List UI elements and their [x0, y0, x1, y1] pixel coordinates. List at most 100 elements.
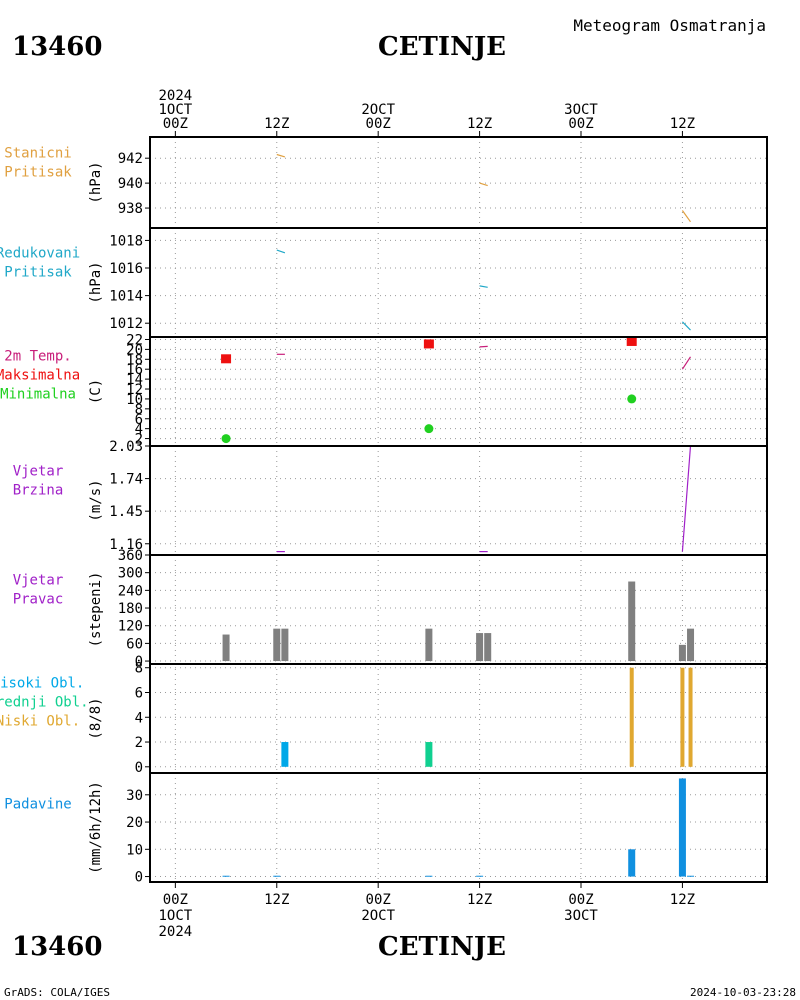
time-label-top: 3OCT — [564, 102, 598, 118]
time-label-bottom: 2024 — [158, 924, 192, 940]
data-bar — [222, 875, 230, 877]
series-line — [681, 445, 692, 552]
time-label-top: 00Z — [163, 116, 188, 132]
y-tick-label: 8 — [135, 661, 143, 677]
panel-frame — [149, 445, 768, 556]
y-tick-label: 18 — [126, 352, 143, 368]
y-tick-label: 180 — [118, 601, 143, 617]
time-label-top: 2024 — [158, 88, 192, 104]
data-bar — [281, 628, 289, 662]
y-tick-label: 60 — [126, 636, 143, 652]
y-tick-label: 20 — [126, 342, 143, 358]
panel-0: 938 940 942 Stanicni Pritisak (hPa) — [4, 136, 768, 229]
time-label-top: 1OCT — [158, 102, 192, 118]
series-line — [479, 345, 488, 348]
y-tick-label: 1018 — [109, 233, 143, 249]
time-label-bottom: 00Z — [366, 892, 391, 908]
max-temp-point — [626, 336, 637, 346]
y-tick-label: 6 — [135, 685, 143, 701]
panel-frame — [149, 136, 768, 229]
y-tick-label: 4 — [135, 710, 143, 726]
y-tick-label: 1012 — [109, 316, 143, 332]
station-id-top: 13460 — [12, 32, 102, 62]
y-tick-label: 22 — [126, 332, 143, 348]
y-tick-label: 4 — [135, 422, 143, 438]
y-tick-label: 360 — [118, 548, 143, 564]
series-line — [276, 153, 286, 158]
data-bar — [273, 875, 281, 877]
time-label-bottom: 2OCT — [361, 908, 395, 924]
y-axis-label: (hPa) — [88, 261, 104, 303]
time-label-bottom: 12Z — [670, 892, 695, 908]
panel-6: 0 10 20 30 Padavine (mm/6h/12h) — [4, 772, 768, 886]
panel-5: 0 2 4 6 8 Visoki Obl. Srednji Obl. Niski Obl. (8… — [0, 661, 768, 776]
series-line — [681, 321, 691, 331]
panel-title-line: Padavine — [4, 797, 71, 813]
series-line — [479, 182, 488, 187]
y-tick-label: 938 — [118, 201, 143, 217]
y-tick-label: 240 — [118, 583, 143, 599]
station-name-top: CETINJE — [378, 32, 506, 62]
y-tick-label: 10 — [126, 842, 143, 858]
y-tick-label: 12 — [126, 382, 143, 398]
max-temp-point — [423, 339, 434, 349]
data-bar — [687, 628, 695, 662]
y-axis-label: (stepeni) — [88, 572, 104, 648]
series-line — [681, 356, 692, 370]
series-line — [681, 210, 691, 223]
panel-3: 1.16 1.45 1.74 2.03 Vjetar Brzina (m/s) — [13, 439, 768, 556]
data-bar — [628, 581, 636, 662]
chart-subtitle: Meteogram Osmatranja — [573, 16, 766, 35]
y-tick-label: 8 — [135, 402, 143, 418]
time-label-bottom: 00Z — [568, 892, 593, 908]
data-bar — [688, 667, 693, 767]
credit-text: GrADS: COLA/IGES — [4, 986, 110, 999]
panel-title-line: Vjetar — [13, 464, 64, 480]
panel-frame — [149, 663, 768, 774]
panel-title-line: Maksimalna — [0, 368, 80, 384]
data-bar — [628, 849, 636, 877]
y-tick-label: 120 — [118, 619, 143, 635]
panel-title-line: Srednji Obl. — [0, 695, 89, 711]
panel-title-line: Pritisak — [4, 265, 72, 281]
y-tick-label: 10 — [126, 392, 143, 408]
panel-title-line: Pravac — [13, 592, 64, 608]
data-bar — [484, 633, 492, 662]
y-tick-label: 6 — [135, 412, 143, 428]
data-bar — [281, 742, 289, 767]
time-label-top: 00Z — [366, 116, 391, 132]
panel-frame — [149, 554, 768, 665]
time-label-top: 00Z — [568, 116, 593, 132]
y-tick-label: 14 — [126, 372, 143, 388]
panel-frame — [149, 772, 768, 883]
min-temp-point — [627, 394, 637, 404]
y-tick-label: 1.45 — [109, 504, 143, 520]
y-tick-label: 300 — [118, 566, 143, 582]
panel-1: 1012 1014 1016 1018 Redukovani Pritisak (hPa) — [0, 227, 768, 338]
data-bar — [273, 628, 281, 662]
max-temp-point — [221, 354, 232, 364]
data-bar — [687, 875, 695, 877]
data-bar — [425, 628, 433, 662]
y-axis-label: (m/s) — [88, 479, 104, 521]
y-tick-label: 2.03 — [109, 439, 143, 455]
y-tick-label: 0 — [135, 870, 143, 886]
panel-title-line: Brzina — [13, 483, 64, 499]
panel-title-line: 2m Temp. — [4, 349, 71, 365]
panel-title-line: Stanicni — [4, 146, 71, 162]
time-label-bottom: 1OCT — [158, 908, 192, 924]
panel-title-line: Vjetar — [13, 573, 64, 589]
data-bar — [678, 644, 686, 662]
panel-title-line: Niski Obl. — [0, 714, 80, 730]
data-bar — [680, 667, 685, 767]
y-tick-label: 2 — [135, 432, 143, 448]
time-label-top: 2OCT — [361, 102, 395, 118]
y-tick-label: 16 — [126, 362, 143, 378]
y-tick-label: 1.74 — [109, 472, 143, 488]
series-line — [479, 285, 488, 288]
y-tick-label: 942 — [118, 151, 143, 167]
time-label-bottom: 12Z — [264, 892, 289, 908]
